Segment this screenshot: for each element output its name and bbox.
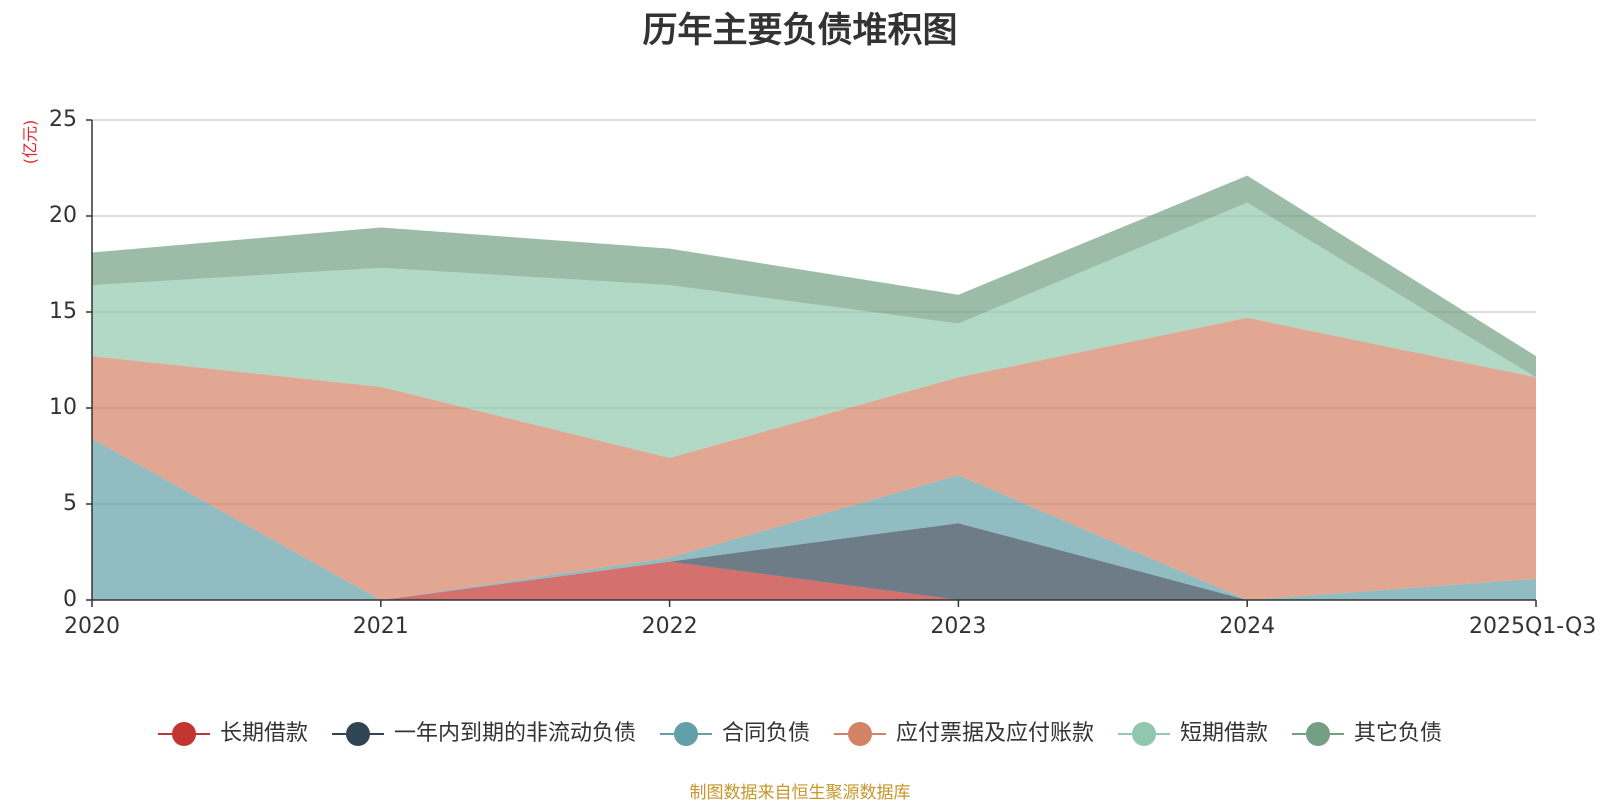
area-series [92,175,1536,600]
y-tick-label-15: 15 [49,299,77,324]
legend-marker-5 [1306,722,1330,746]
legend-marker-1 [346,722,370,746]
y-tick-label-20: 20 [49,203,77,228]
x-tick-label-0: 2020 [64,614,120,639]
legend-item-0: 长期借款 [158,721,308,746]
x-tick-label-2: 2022 [642,614,698,639]
area-1 [92,523,1536,600]
legend-label-4: 短期借款 [1180,721,1268,746]
legend: 长期借款 一年内到期的非流动负债 合同负债 应付票据及应付账款 短期借款 其它负债 [158,721,1442,746]
area-3 [92,317,1536,600]
axes: 0 5 10 15 20 25 2020 2021 2022 2023 2024 2025Q1-Q3 [49,107,1596,639]
legend-marker-4 [1132,722,1156,746]
y-tick-label-0: 0 [63,587,77,612]
area-5 [92,175,1536,378]
area-4 [92,202,1536,458]
legend-marker-3 [848,722,872,746]
y-tick-label-10: 10 [49,395,77,420]
legend-label-5: 其它负债 [1354,721,1442,746]
chart-title: 历年主要负债堆积图 [642,11,958,51]
legend-marker-0 [172,722,196,746]
legend-label-1: 一年内到期的非流动负债 [394,721,636,746]
legend-item-4: 短期借款 [1118,721,1268,746]
legend-marker-2 [674,722,698,746]
y-axis-label: (亿元) [21,120,40,165]
legend-item-1: 一年内到期的非流动负债 [332,721,636,746]
legend-item-3: 应付票据及应付账款 [834,721,1094,746]
area-2 [92,438,1536,600]
x-tick-label-5: 2025Q1-Q3 [1469,614,1596,639]
x-tick-label-3: 2023 [930,614,986,639]
x-tick-label-1: 2021 [353,614,409,639]
y-tick-label-5: 5 [63,491,77,516]
y-tick-label-25: 25 [49,107,77,132]
legend-label-2: 合同负债 [722,721,810,746]
legend-item-2: 合同负债 [660,721,810,746]
x-tick-label-4: 2024 [1219,614,1275,639]
legend-item-5: 其它负债 [1292,721,1442,746]
legend-label-0: 长期借款 [220,721,308,746]
legend-label-3: 应付票据及应付账款 [896,721,1094,746]
source-note: 制图数据来自恒生聚源数据库 [689,783,911,803]
